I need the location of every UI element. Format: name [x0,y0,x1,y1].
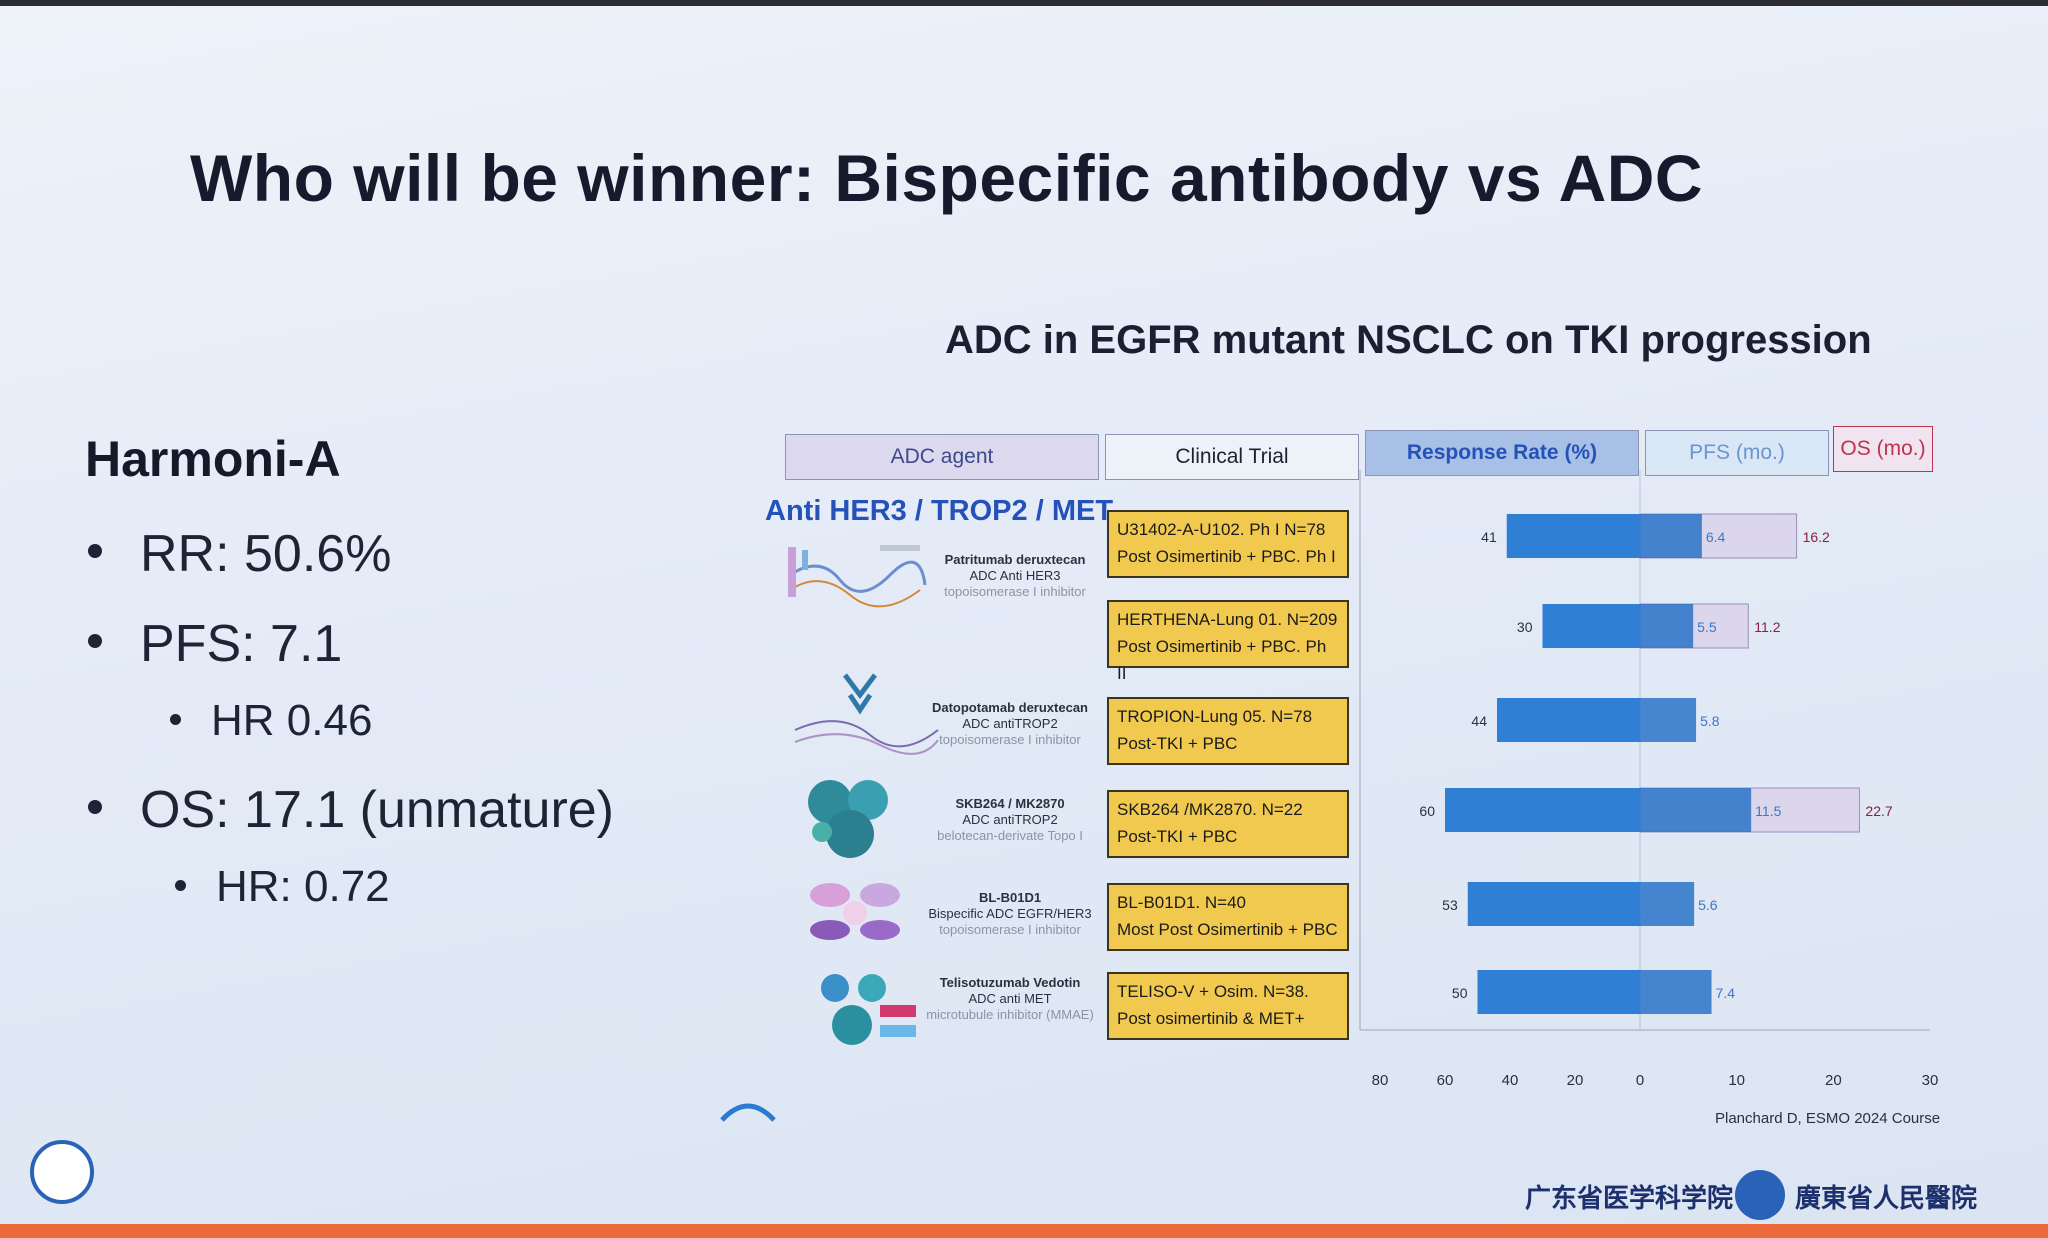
skb264-molecule-image [808,780,888,858]
x-tick-label: 20 [1825,1072,1842,1089]
source-citation: Planchard D, ESMO 2024 Course [1715,1110,1941,1127]
response-rate-value-label: 41 [1481,529,1497,545]
response-rate-bar [1497,698,1640,742]
x-tick-label: 40 [1502,1072,1519,1089]
trial-box: TROPION-Lung 05. N=78 Post-TKI + PBC [1107,697,1349,765]
agent-skb264: SKB264 / MK2870 ADC antiTROP2 belotecan-… [937,796,1083,843]
chart-subtitle: ADC in EGFR mutant NSCLC on TKI progress… [945,318,1872,362]
harmoni-a-heading: Harmoni-A [85,431,341,487]
telisotuzumab-molecule-image [821,974,916,1045]
agent-patritumab: Patritumab deruxtecan ADC Anti HER3 topo… [944,552,1086,599]
patritumab-molecule-image [788,545,927,608]
header-os: OS (mo.) [1833,426,1933,472]
response-rate-bar [1477,970,1640,1014]
header-adc-agent: ADC agent [785,434,1099,480]
response-rate-bar [1445,788,1640,832]
trial-box: SKB264 /MK2870. N=22 Post-TKI + PBC [1107,790,1349,858]
pfs-value-label: 6.4 [1706,529,1726,545]
results-bar-chart: 16.2 41 6.4 11.2 30 5.5 44 5.8 22.7 60 11.5 53 5.6 50… [1359,470,1939,1089]
trial-box: BL-B01D1. N=40 Most Post Osimertinib + PB… [1107,883,1349,951]
x-tick-label: 10 [1728,1072,1745,1089]
slide-bottom-edge [0,1224,2048,1238]
response-rate-value-label: 60 [1419,803,1435,819]
bullet-dot [170,713,181,725]
os-value-label: 16.2 [1803,529,1830,545]
datopotamab-molecule-image [794,673,939,755]
pfs-bar [1640,970,1712,1014]
slide-top-edge [0,0,2048,6]
wifi-arc-icon [720,1103,776,1122]
response-rate-bar [1467,882,1640,926]
bl-b01d1-molecule-image [810,883,900,940]
pfs-value-label: 5.6 [1698,897,1718,913]
pfs-bar [1640,788,1752,832]
pfs-value-label: 7.4 [1716,985,1736,1001]
agent-datopotamab: Datopotamab deruxtecan ADC antiTROP2 top… [931,700,1089,747]
bullet-dot [175,879,186,891]
header-pfs: PFS (mo.) [1645,430,1829,476]
response-rate-value-label: 50 [1452,985,1468,1001]
agent-bl-b01d1: BL-B01D1 Bispecific ADC EGFR/HER3 topois… [928,890,1092,937]
x-tick-label: 60 [1437,1072,1454,1089]
category-label: Anti HER3 / TROP2 / MET [765,495,1114,527]
os-value-label: 11.2 [1754,619,1780,635]
pfs-value-label: 11.5 [1755,803,1781,819]
academy-logo-text: 广东省医学科学院 [1525,1184,1734,1214]
bullet-pfs: PFS: 7.1 [88,614,342,674]
bullet-os-hr: HR: 0.72 [175,862,390,912]
pfs-bar [1640,698,1697,742]
header-clinical-trial: Clinical Trial [1105,434,1359,480]
bullet-os: OS: 17.1 (unmature) [88,780,614,840]
response-rate-bar [1542,604,1640,648]
pfs-value-label: 5.8 [1700,713,1720,729]
response-rate-value-label: 30 [1517,619,1533,635]
agent-telisotuzumab: Telisotuzumab Vedotin ADC anti MET micro… [926,975,1094,1022]
slide-title: Who will be winner: Bispecific antibody … [190,141,1704,215]
header-response-rate: Response Rate (%) [1365,430,1639,476]
bullet-rr: RR: 50.6% [88,524,391,584]
x-tick-label: 0 [1636,1072,1644,1089]
hospital-emblem-icon [30,1140,94,1204]
pfs-bar [1640,604,1694,648]
bullet-dot [88,634,102,649]
bullet-pfs-hr: HR 0.46 [170,696,372,746]
response-rate-value-label: 44 [1471,713,1487,729]
x-tick-label: 20 [1567,1072,1584,1089]
hospital-logo-icon [1735,1170,1785,1220]
pfs-bar [1640,514,1702,558]
bullet-dot [88,544,102,559]
pfs-bar [1640,882,1695,926]
trial-box: U31402-A-U102. Ph I N=78 Post Osimertinib… [1107,510,1349,578]
x-tick-label: 30 [1922,1072,1939,1089]
trial-box: TELISO-V + Osim. N=38. Post osimertinib &… [1107,972,1349,1040]
response-rate-bar [1506,514,1640,558]
bullet-dot [88,800,102,815]
pfs-value-label: 5.5 [1697,619,1717,635]
trial-box: HERTHENA-Lung 01. N=209 Post Osimertinib … [1107,600,1349,683]
os-value-label: 22.7 [1865,803,1892,819]
response-rate-value-label: 53 [1442,897,1458,913]
x-tick-label: 80 [1372,1072,1389,1089]
hospital-logo-text: 廣東省人民醫院 [1795,1184,1978,1214]
